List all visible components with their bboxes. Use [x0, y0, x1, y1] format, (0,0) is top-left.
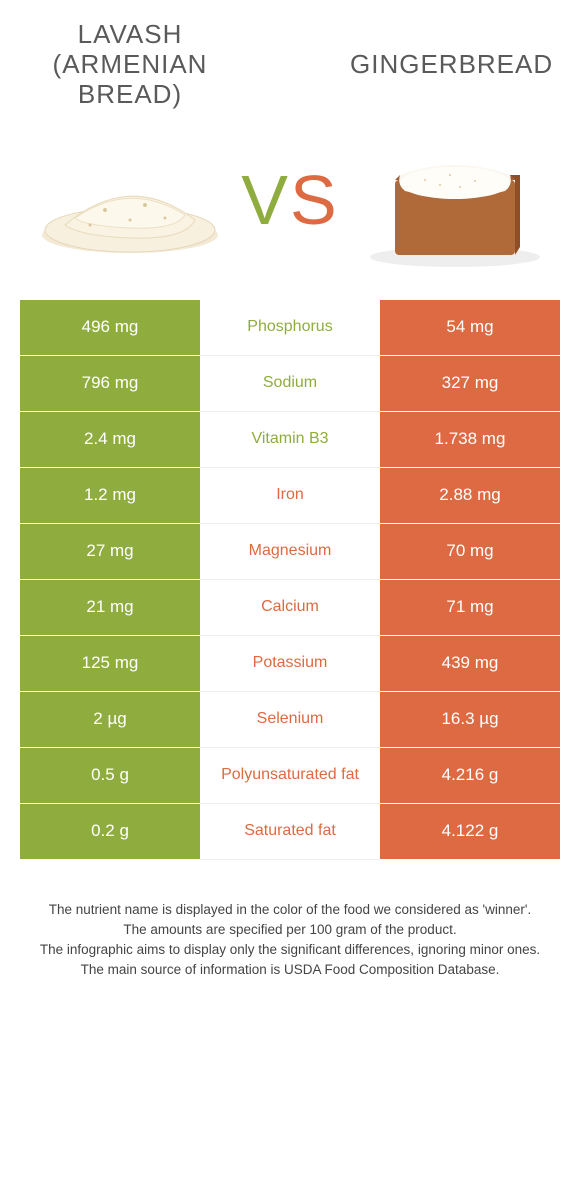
table-row: 21 mgCalcium71 mg: [20, 580, 560, 636]
header: LAVASH (ARMENIAN BREAD) GINGERBREAD: [0, 0, 580, 120]
table-row: 125 mgPotassium439 mg: [20, 636, 560, 692]
table-row: 2 µgSelenium16.3 µg: [20, 692, 560, 748]
table-row: 0.2 gSaturated fat4.122 g: [20, 804, 560, 860]
nutrient-name-cell: Potassium: [200, 636, 380, 692]
nutrient-name-cell: Vitamin B3: [200, 412, 380, 468]
table-row: 496 mgPhosphorus54 mg: [20, 300, 560, 356]
left-value-cell: 2 µg: [20, 692, 200, 748]
right-value-cell: 4.122 g: [380, 804, 560, 860]
nutrient-name-cell: Saturated fat: [200, 804, 380, 860]
footer-notes: The nutrient name is displayed in the co…: [0, 860, 580, 1011]
lavash-image: [30, 120, 230, 280]
footer-line: The main source of information is USDA F…: [30, 960, 550, 980]
title-line: BREAD): [78, 79, 182, 109]
left-value-cell: 1.2 mg: [20, 468, 200, 524]
page-container: LAVASH (ARMENIAN BREAD) GINGERBREAD VS: [0, 0, 580, 1011]
left-food-title: LAVASH (ARMENIAN BREAD): [30, 20, 230, 110]
nutrient-name-cell: Sodium: [200, 356, 380, 412]
table-row: 1.2 mgIron2.88 mg: [20, 468, 560, 524]
table-row: 27 mgMagnesium70 mg: [20, 524, 560, 580]
images-row: VS: [0, 120, 580, 300]
nutrient-name-cell: Magnesium: [200, 524, 380, 580]
footer-line: The amounts are specified per 100 gram o…: [30, 920, 550, 940]
left-value-cell: 796 mg: [20, 356, 200, 412]
nutrient-table: 496 mgPhosphorus54 mg796 mgSodium327 mg2…: [20, 300, 560, 860]
nutrient-name-cell: Calcium: [200, 580, 380, 636]
left-value-cell: 125 mg: [20, 636, 200, 692]
right-value-cell: 71 mg: [380, 580, 560, 636]
left-value-cell: 496 mg: [20, 300, 200, 356]
right-food-title: GINGERBREAD: [350, 49, 550, 80]
footer-line: The infographic aims to display only the…: [30, 940, 550, 960]
right-value-cell: 439 mg: [380, 636, 560, 692]
table-row: 0.5 gPolyunsaturated fat4.216 g: [20, 748, 560, 804]
left-value-cell: 0.2 g: [20, 804, 200, 860]
left-value-cell: 21 mg: [20, 580, 200, 636]
title-line: (ARMENIAN: [53, 49, 208, 79]
vs-label: VS: [241, 160, 338, 240]
nutrient-name-cell: Phosphorus: [200, 300, 380, 356]
right-value-cell: 54 mg: [380, 300, 560, 356]
vs-s: S: [290, 161, 339, 239]
right-value-cell: 4.216 g: [380, 748, 560, 804]
left-value-cell: 2.4 mg: [20, 412, 200, 468]
nutrient-name-cell: Selenium: [200, 692, 380, 748]
right-value-cell: 1.738 mg: [380, 412, 560, 468]
left-value-cell: 27 mg: [20, 524, 200, 580]
footer-line: The nutrient name is displayed in the co…: [30, 900, 550, 920]
gingerbread-image: [350, 120, 550, 280]
vs-v: V: [241, 161, 290, 239]
table-row: 796 mgSodium327 mg: [20, 356, 560, 412]
table-row: 2.4 mgVitamin B31.738 mg: [20, 412, 560, 468]
right-value-cell: 327 mg: [380, 356, 560, 412]
right-value-cell: 2.88 mg: [380, 468, 560, 524]
right-value-cell: 70 mg: [380, 524, 560, 580]
nutrient-name-cell: Polyunsaturated fat: [200, 748, 380, 804]
title-line: LAVASH: [78, 19, 183, 49]
right-value-cell: 16.3 µg: [380, 692, 560, 748]
left-value-cell: 0.5 g: [20, 748, 200, 804]
nutrient-name-cell: Iron: [200, 468, 380, 524]
